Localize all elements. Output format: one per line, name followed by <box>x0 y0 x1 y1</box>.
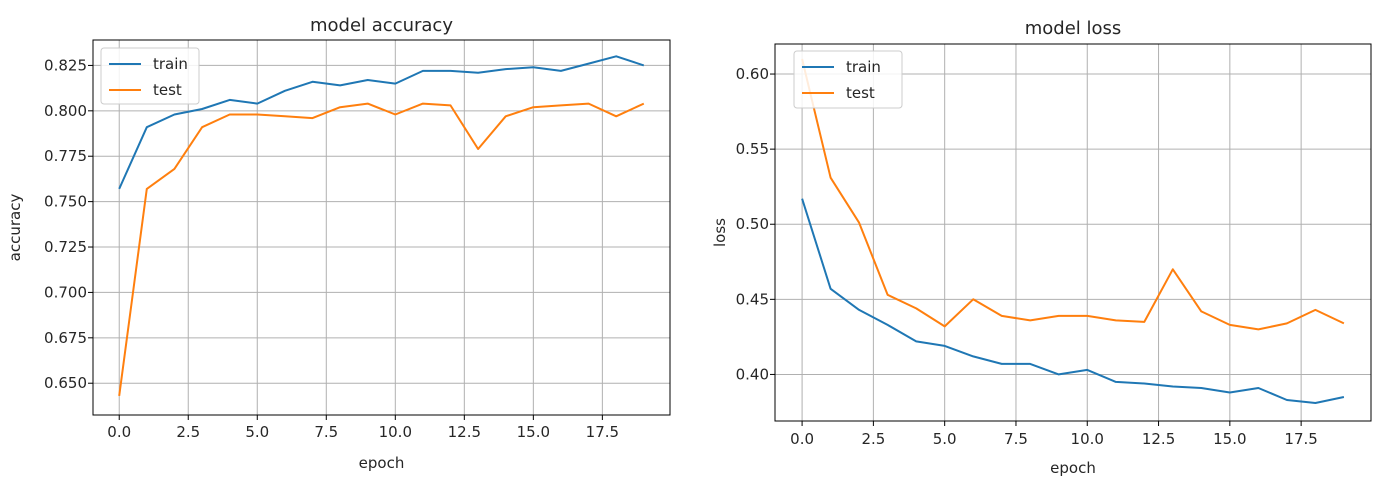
legend: train test <box>793 50 903 109</box>
chart-loss: 0.0 2.5 5.0 7.5 10.0 12.5 15.0 17.5 0.40 0.45 0.50… <box>711 18 1372 477</box>
y-tick-label: 0.775 <box>44 147 87 165</box>
legend-label-train: train <box>846 58 881 76</box>
x-tick-label: 17.5 <box>1284 430 1317 448</box>
y-tick-label: 0.675 <box>44 329 87 347</box>
x-tick-label: 12.5 <box>448 423 481 441</box>
y-tick-label: 0.55 <box>736 140 769 158</box>
x-tick-label: 2.5 <box>861 430 885 448</box>
x-axis-label: epoch <box>359 454 405 472</box>
legend-label-test: test <box>846 84 875 102</box>
x-tick-label: 10.0 <box>1071 430 1104 448</box>
x-axis-label: epoch <box>1050 459 1096 477</box>
x-tick-label: 12.5 <box>1142 430 1175 448</box>
x-tick-label: 7.5 <box>1004 430 1028 448</box>
chart-title: model loss <box>1025 18 1122 39</box>
series-line-train <box>118 55 645 190</box>
y-tick-label: 0.750 <box>44 193 87 211</box>
x-tick-label: 5.0 <box>245 423 269 441</box>
chart-title: model accuracy <box>310 15 453 36</box>
y-tick-label: 0.825 <box>44 56 87 74</box>
y-tick-label: 0.800 <box>44 102 87 120</box>
legend: train test <box>100 47 200 105</box>
chart-accuracy: 0.0 2.5 5.0 7.5 10.0 12.5 15.0 17.5 0.650 0.675 0.… <box>6 15 671 472</box>
y-tick-label: 0.60 <box>736 65 769 83</box>
series-line-train <box>801 198 1345 404</box>
y-axis-label: accuracy <box>6 194 24 262</box>
x-tick-label: 17.5 <box>586 423 619 441</box>
y-tick-label: 0.50 <box>736 215 769 233</box>
x-tick-label: 10.0 <box>379 423 412 441</box>
y-axis-label: loss <box>711 218 729 247</box>
x-tick-label: 0.0 <box>107 423 131 441</box>
y-tick-label: 0.725 <box>44 238 87 256</box>
plot-frame <box>92 39 671 416</box>
y-tick-label: 0.45 <box>736 290 769 308</box>
legend-label-test: test <box>153 81 182 99</box>
series-line-test <box>801 58 1345 331</box>
series-line-test <box>118 102 645 397</box>
x-tick-label: 15.0 <box>1213 430 1246 448</box>
legend-label-train: train <box>153 55 188 73</box>
y-tick-label: 0.40 <box>736 365 769 383</box>
plot-frame <box>774 43 1372 422</box>
x-tick-label: 0.0 <box>790 430 814 448</box>
y-tick-label: 0.700 <box>44 283 87 301</box>
x-tick-label: 2.5 <box>176 423 200 441</box>
x-tick-label: 15.0 <box>517 423 550 441</box>
y-tick-label: 0.650 <box>44 374 87 392</box>
x-tick-label: 7.5 <box>314 423 338 441</box>
x-tick-label: 5.0 <box>933 430 957 448</box>
